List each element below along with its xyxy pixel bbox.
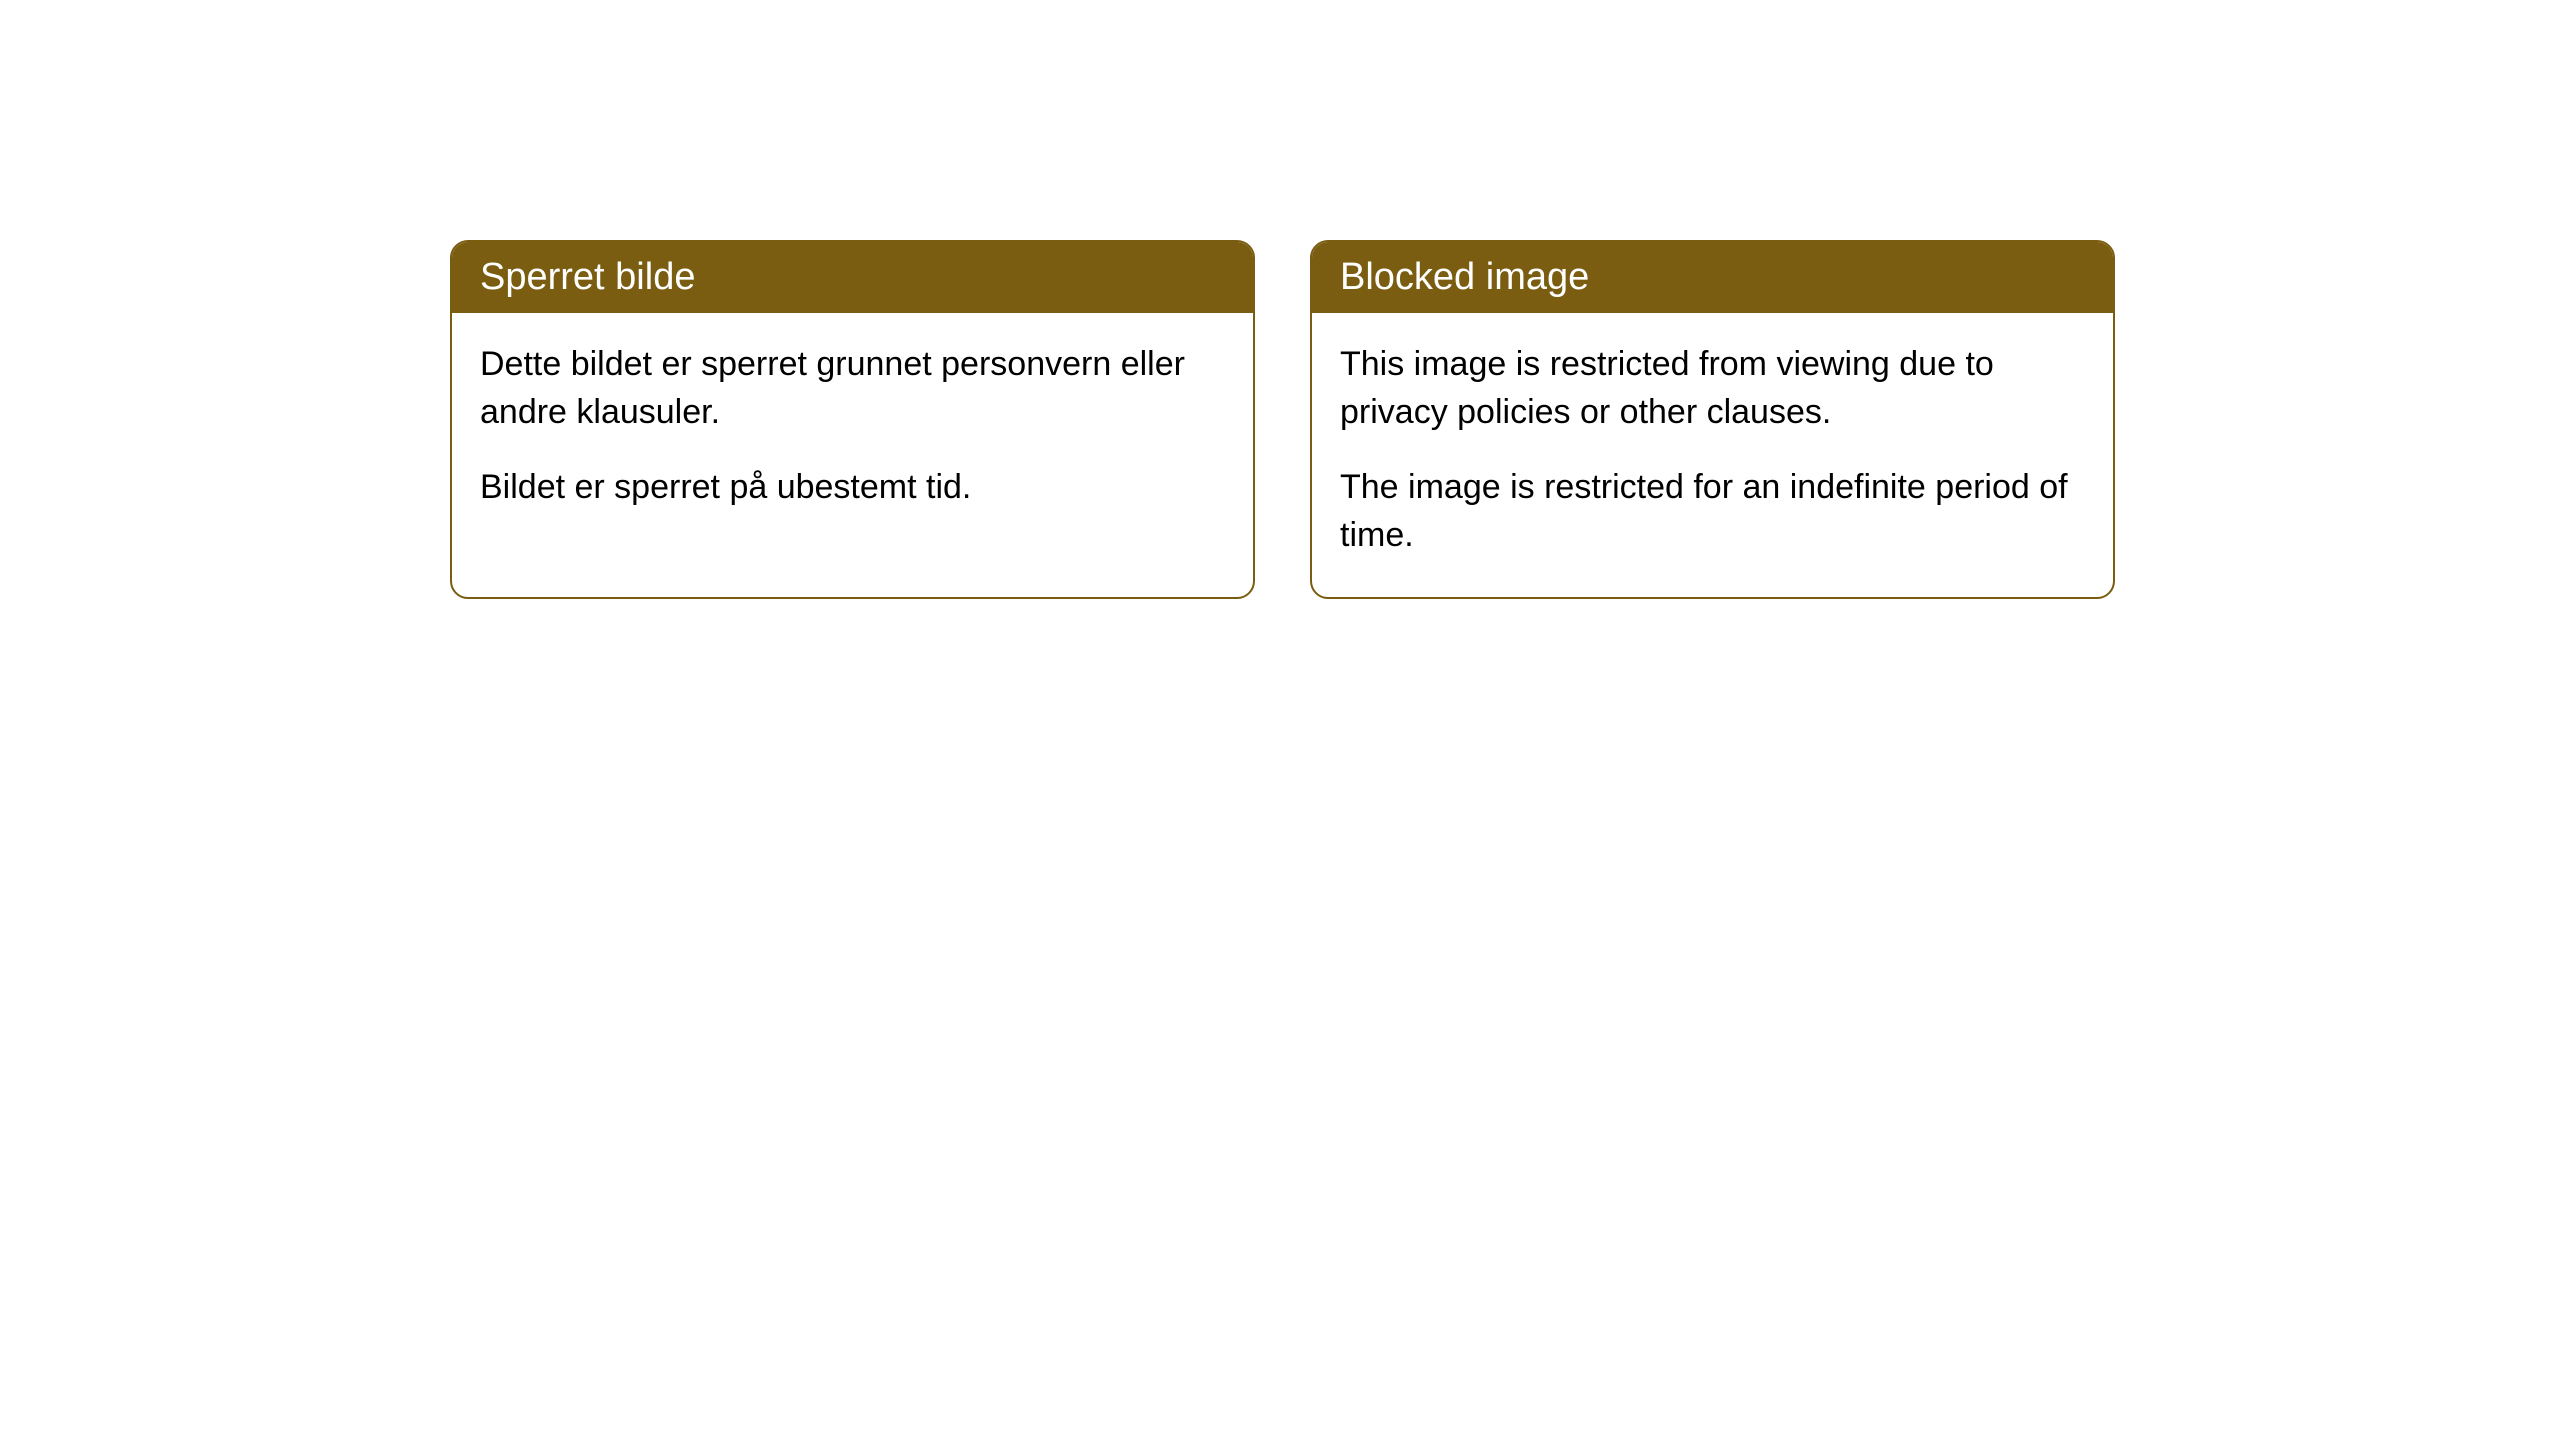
- blocked-image-card-en: Blocked image This image is restricted f…: [1310, 240, 2115, 599]
- card-title-no: Sperret bilde: [480, 256, 695, 298]
- card-paragraph2-no: Bildet er sperret på ubestemt tid.: [480, 464, 1225, 512]
- card-header-no: Sperret bilde: [452, 242, 1253, 313]
- notice-container: Sperret bilde Dette bildet er sperret gr…: [450, 240, 2115, 599]
- card-title-en: Blocked image: [1340, 256, 1589, 298]
- blocked-image-card-no: Sperret bilde Dette bildet er sperret gr…: [450, 240, 1255, 599]
- card-body-no: Dette bildet er sperret grunnet personve…: [452, 313, 1253, 550]
- card-body-en: This image is restricted from viewing du…: [1312, 313, 2113, 597]
- card-paragraph1-en: This image is restricted from viewing du…: [1340, 341, 2085, 436]
- card-header-en: Blocked image: [1312, 242, 2113, 313]
- card-paragraph2-en: The image is restricted for an indefinit…: [1340, 464, 2085, 559]
- card-paragraph1-no: Dette bildet er sperret grunnet personve…: [480, 341, 1225, 436]
